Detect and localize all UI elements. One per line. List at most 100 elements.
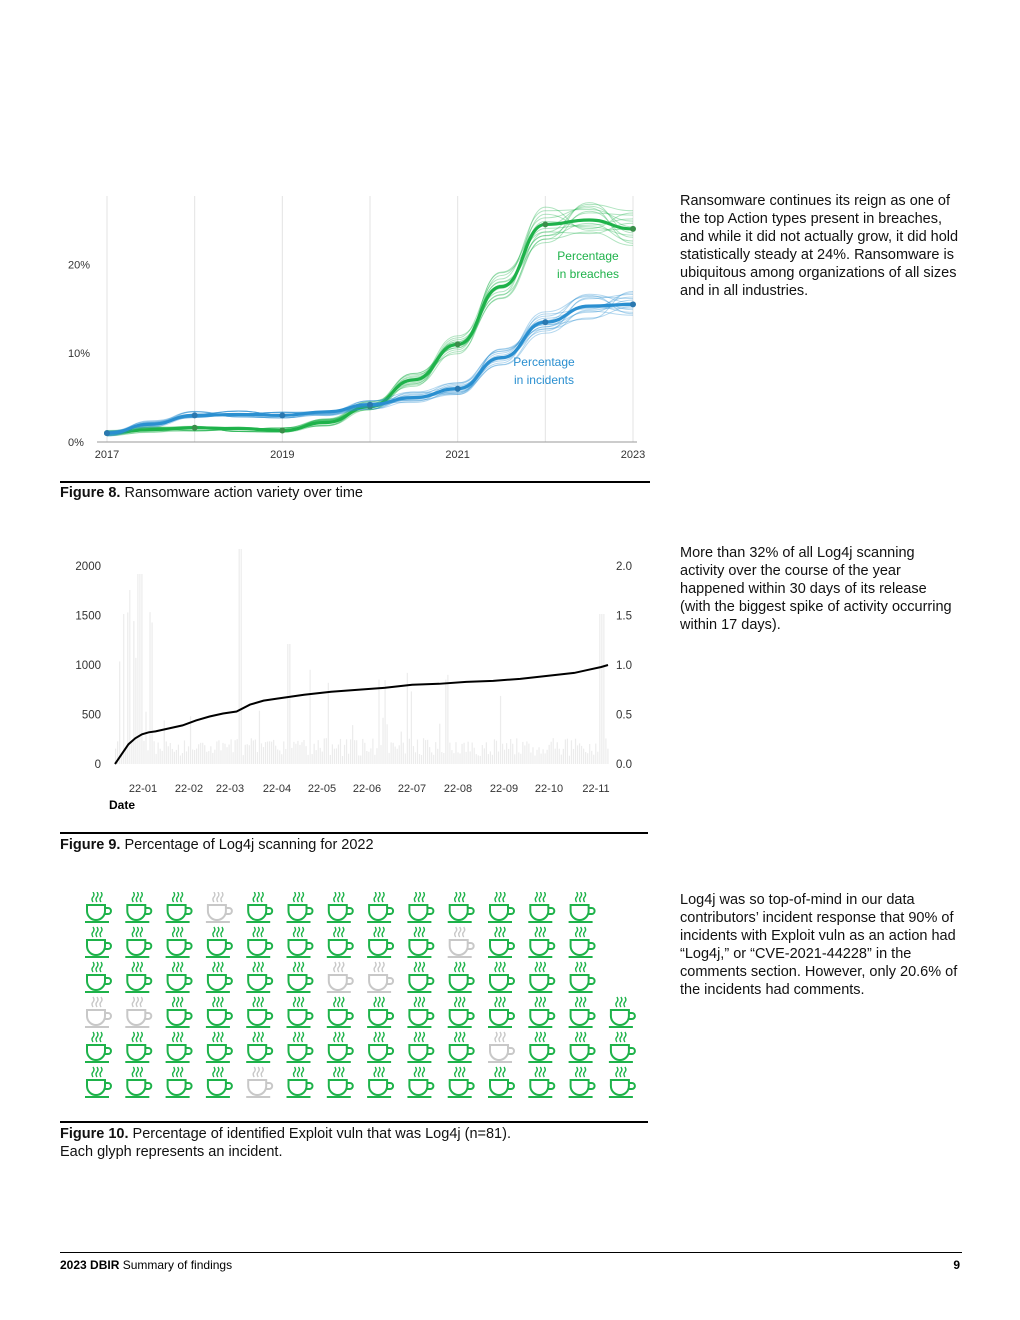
daily-bar	[493, 739, 496, 764]
cup-body-mark	[327, 1009, 348, 1027]
steam-mark	[95, 961, 99, 973]
cup-body-mark	[126, 1079, 147, 1097]
cup-body-mark	[86, 974, 106, 992]
steam-mark	[381, 892, 385, 903]
daily-bar	[281, 754, 283, 764]
series-point	[454, 341, 461, 348]
log4j-incident-glyph	[528, 926, 556, 958]
daily-bar	[350, 739, 352, 764]
cup-body-mark	[86, 904, 106, 922]
steam-mark	[502, 996, 506, 1008]
cup-handle-mark	[104, 1082, 112, 1090]
steam-mark	[171, 1031, 176, 1043]
daily-bar	[457, 752, 459, 764]
daily-bar	[115, 748, 117, 764]
daily-bar	[487, 754, 489, 764]
steam-mark	[341, 1066, 345, 1078]
steam-mark	[502, 892, 506, 903]
daily-bar	[194, 750, 196, 764]
steam-mark	[381, 926, 385, 938]
daily-bar	[234, 740, 236, 764]
daily-bar	[554, 748, 556, 764]
steam-mark	[179, 892, 184, 903]
log4j-incident-glyph	[286, 961, 314, 993]
daily-bar	[206, 751, 208, 764]
steam-mark	[373, 926, 377, 938]
cup-body-mark	[287, 1079, 308, 1097]
cup-body-mark	[529, 974, 550, 992]
x-tick-label: 22-01	[129, 783, 157, 795]
steam-mark	[135, 996, 139, 1008]
cup-body-mark	[287, 1044, 308, 1062]
steam-mark	[296, 1066, 301, 1078]
steam-mark	[538, 996, 542, 1008]
daily-bar	[362, 738, 364, 764]
cup-handle-mark	[265, 1012, 274, 1020]
daily-bar	[471, 742, 473, 764]
cup-handle-mark	[547, 942, 556, 950]
series-point	[630, 301, 636, 308]
log4j-incident-glyph	[85, 1066, 112, 1098]
steam-mark	[99, 996, 103, 1008]
steam-mark	[421, 996, 426, 1008]
steam-mark	[175, 892, 180, 903]
daily-bar	[309, 669, 311, 764]
daily-bar	[479, 755, 481, 764]
steam-mark	[417, 961, 422, 973]
steam-mark	[421, 1031, 426, 1043]
daily-bar	[544, 753, 546, 764]
x-tick-label: 22-05	[308, 783, 336, 795]
daily-bar	[378, 679, 380, 764]
x-tick-label: 2019	[270, 449, 294, 461]
daily-bar	[179, 755, 182, 764]
log4j-incident-glyph	[568, 996, 596, 1028]
cup-handle-mark	[547, 977, 556, 985]
figure-10-rule	[60, 1121, 648, 1123]
cup-handle-mark	[507, 1047, 515, 1055]
steam-mark	[454, 892, 458, 903]
daily-bar	[250, 738, 252, 764]
cup-handle-mark	[426, 1047, 435, 1055]
cup-handle-mark	[386, 977, 395, 985]
steam-mark	[256, 1031, 260, 1043]
steam-mark	[413, 996, 418, 1008]
log4j-incident-glyph	[447, 961, 475, 993]
daily-bar	[299, 744, 301, 764]
daily-bar	[236, 739, 238, 764]
steam-mark	[139, 1031, 143, 1043]
cup-body-mark	[287, 1009, 308, 1027]
daily-bar	[256, 751, 259, 764]
steam-mark	[300, 892, 305, 903]
daily-bar	[518, 752, 520, 764]
steam-mark	[216, 1031, 220, 1043]
steam-mark	[498, 892, 502, 903]
cup-body-mark	[569, 1079, 590, 1097]
daily-bar	[216, 741, 218, 764]
steam-mark	[417, 892, 422, 903]
daily-bar	[157, 742, 159, 764]
y-left-tick-label: 2000	[75, 561, 101, 573]
steam-mark	[95, 926, 99, 938]
x-tick-label: 2023	[621, 449, 645, 461]
log4j-incident-glyph	[568, 1031, 596, 1063]
daily-bar	[534, 755, 536, 764]
daily-bar	[587, 753, 589, 764]
steam-mark	[91, 1066, 95, 1078]
steam-mark	[220, 926, 224, 938]
cup-body-mark	[206, 1079, 227, 1097]
cup-handle-mark	[386, 1047, 395, 1055]
steam-mark	[300, 961, 305, 973]
cup-body-mark	[448, 974, 469, 992]
steam-mark	[95, 892, 99, 903]
figure-10-caption: Figure 10. Percentage of identified Expl…	[60, 1125, 511, 1161]
log4j-incident-glyph	[326, 926, 354, 958]
daily-bar	[406, 672, 408, 764]
daily-bar	[489, 751, 492, 764]
cup-handle-mark	[587, 942, 596, 950]
steam-mark	[421, 926, 426, 938]
steam-mark	[333, 1031, 337, 1043]
steam-mark	[574, 996, 579, 1008]
log4j-incident-glyph	[165, 996, 193, 1028]
y-left-tick-label: 0	[95, 759, 101, 771]
log4j-incident-glyph	[608, 1031, 636, 1063]
